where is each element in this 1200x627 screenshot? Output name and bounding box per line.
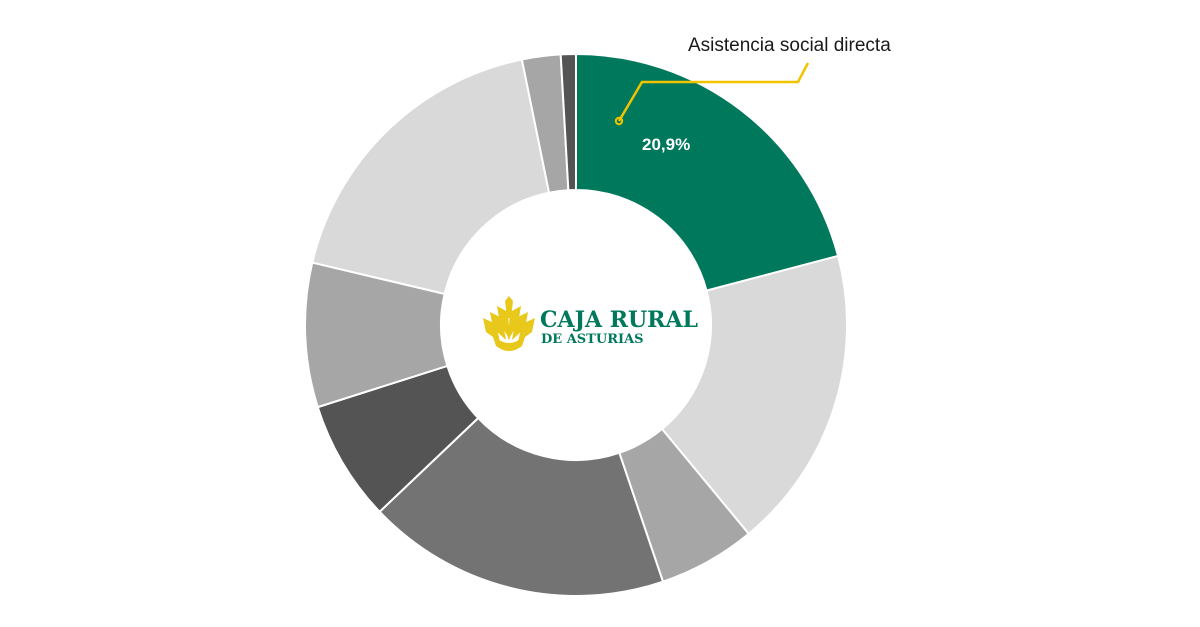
logo-subtitle: DE ASTURIAS xyxy=(541,332,644,347)
slice-callout-label: Asistencia social directa xyxy=(688,35,891,56)
donut-slice-4 xyxy=(378,416,665,597)
donut-slice-2 xyxy=(660,254,848,536)
callout-leader-line xyxy=(617,62,810,122)
donut-slice-7 xyxy=(311,58,551,296)
slice-value-label: 20,9% xyxy=(642,135,690,154)
donut-slices xyxy=(304,52,848,597)
caja-rural-logo: CAJA RURAL DE ASTURIAS xyxy=(483,296,698,351)
logo-title: CAJA RURAL xyxy=(540,307,698,333)
donut-slice-9 xyxy=(559,52,577,192)
callout-leader-dot xyxy=(614,116,624,126)
donut-slice-1 xyxy=(575,52,840,292)
wheat-logo-icon xyxy=(483,296,535,351)
